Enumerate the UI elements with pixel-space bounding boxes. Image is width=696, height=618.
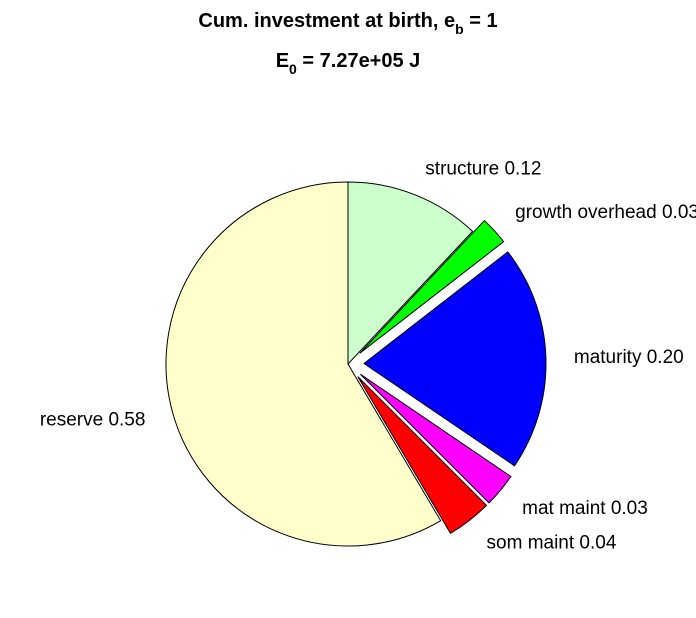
- pie-slices: [165, 181, 547, 547]
- chart-title-line2-main: E: [276, 50, 289, 72]
- pie-slice-mat-maint: [359, 373, 512, 504]
- pie-label-som-maint: som maint 0.04: [487, 533, 617, 554]
- pie-labels: structure 0.12 growth overhead 0.03 maturi…: [40, 159, 696, 554]
- chart-title-line2-subscript: 0: [289, 61, 297, 77]
- pie-label-mat-maint: mat maint 0.03: [522, 498, 648, 519]
- pie-label-structure: structure 0.12: [425, 159, 541, 180]
- chart-title-line2-suffix: = 7.27e+05 J: [297, 50, 420, 72]
- chart-title-line1-subscript: b: [455, 21, 464, 37]
- pie-slice-growth-overhead: [359, 219, 505, 354]
- pie-slice-structure: [347, 181, 474, 366]
- pie-label-reserve: reserve 0.58: [40, 409, 146, 430]
- pie-slice-som-maint: [357, 376, 488, 534]
- pie-slice-maturity: [363, 251, 547, 467]
- pie-label-growth-overhead: growth overhead 0.03: [515, 202, 696, 223]
- chart-title-line1: Cum. investment at birth, eb = 1: [198, 10, 497, 37]
- pie-label-maturity: maturity 0.20: [574, 347, 684, 368]
- chart-title-line1-suffix: = 1: [464, 10, 498, 32]
- chart-title-line1-main: Cum. investment at birth, e: [198, 10, 455, 32]
- chart-title-line2: E0 = 7.27e+05 J: [276, 50, 421, 77]
- pie-slice-reserve: [165, 181, 442, 547]
